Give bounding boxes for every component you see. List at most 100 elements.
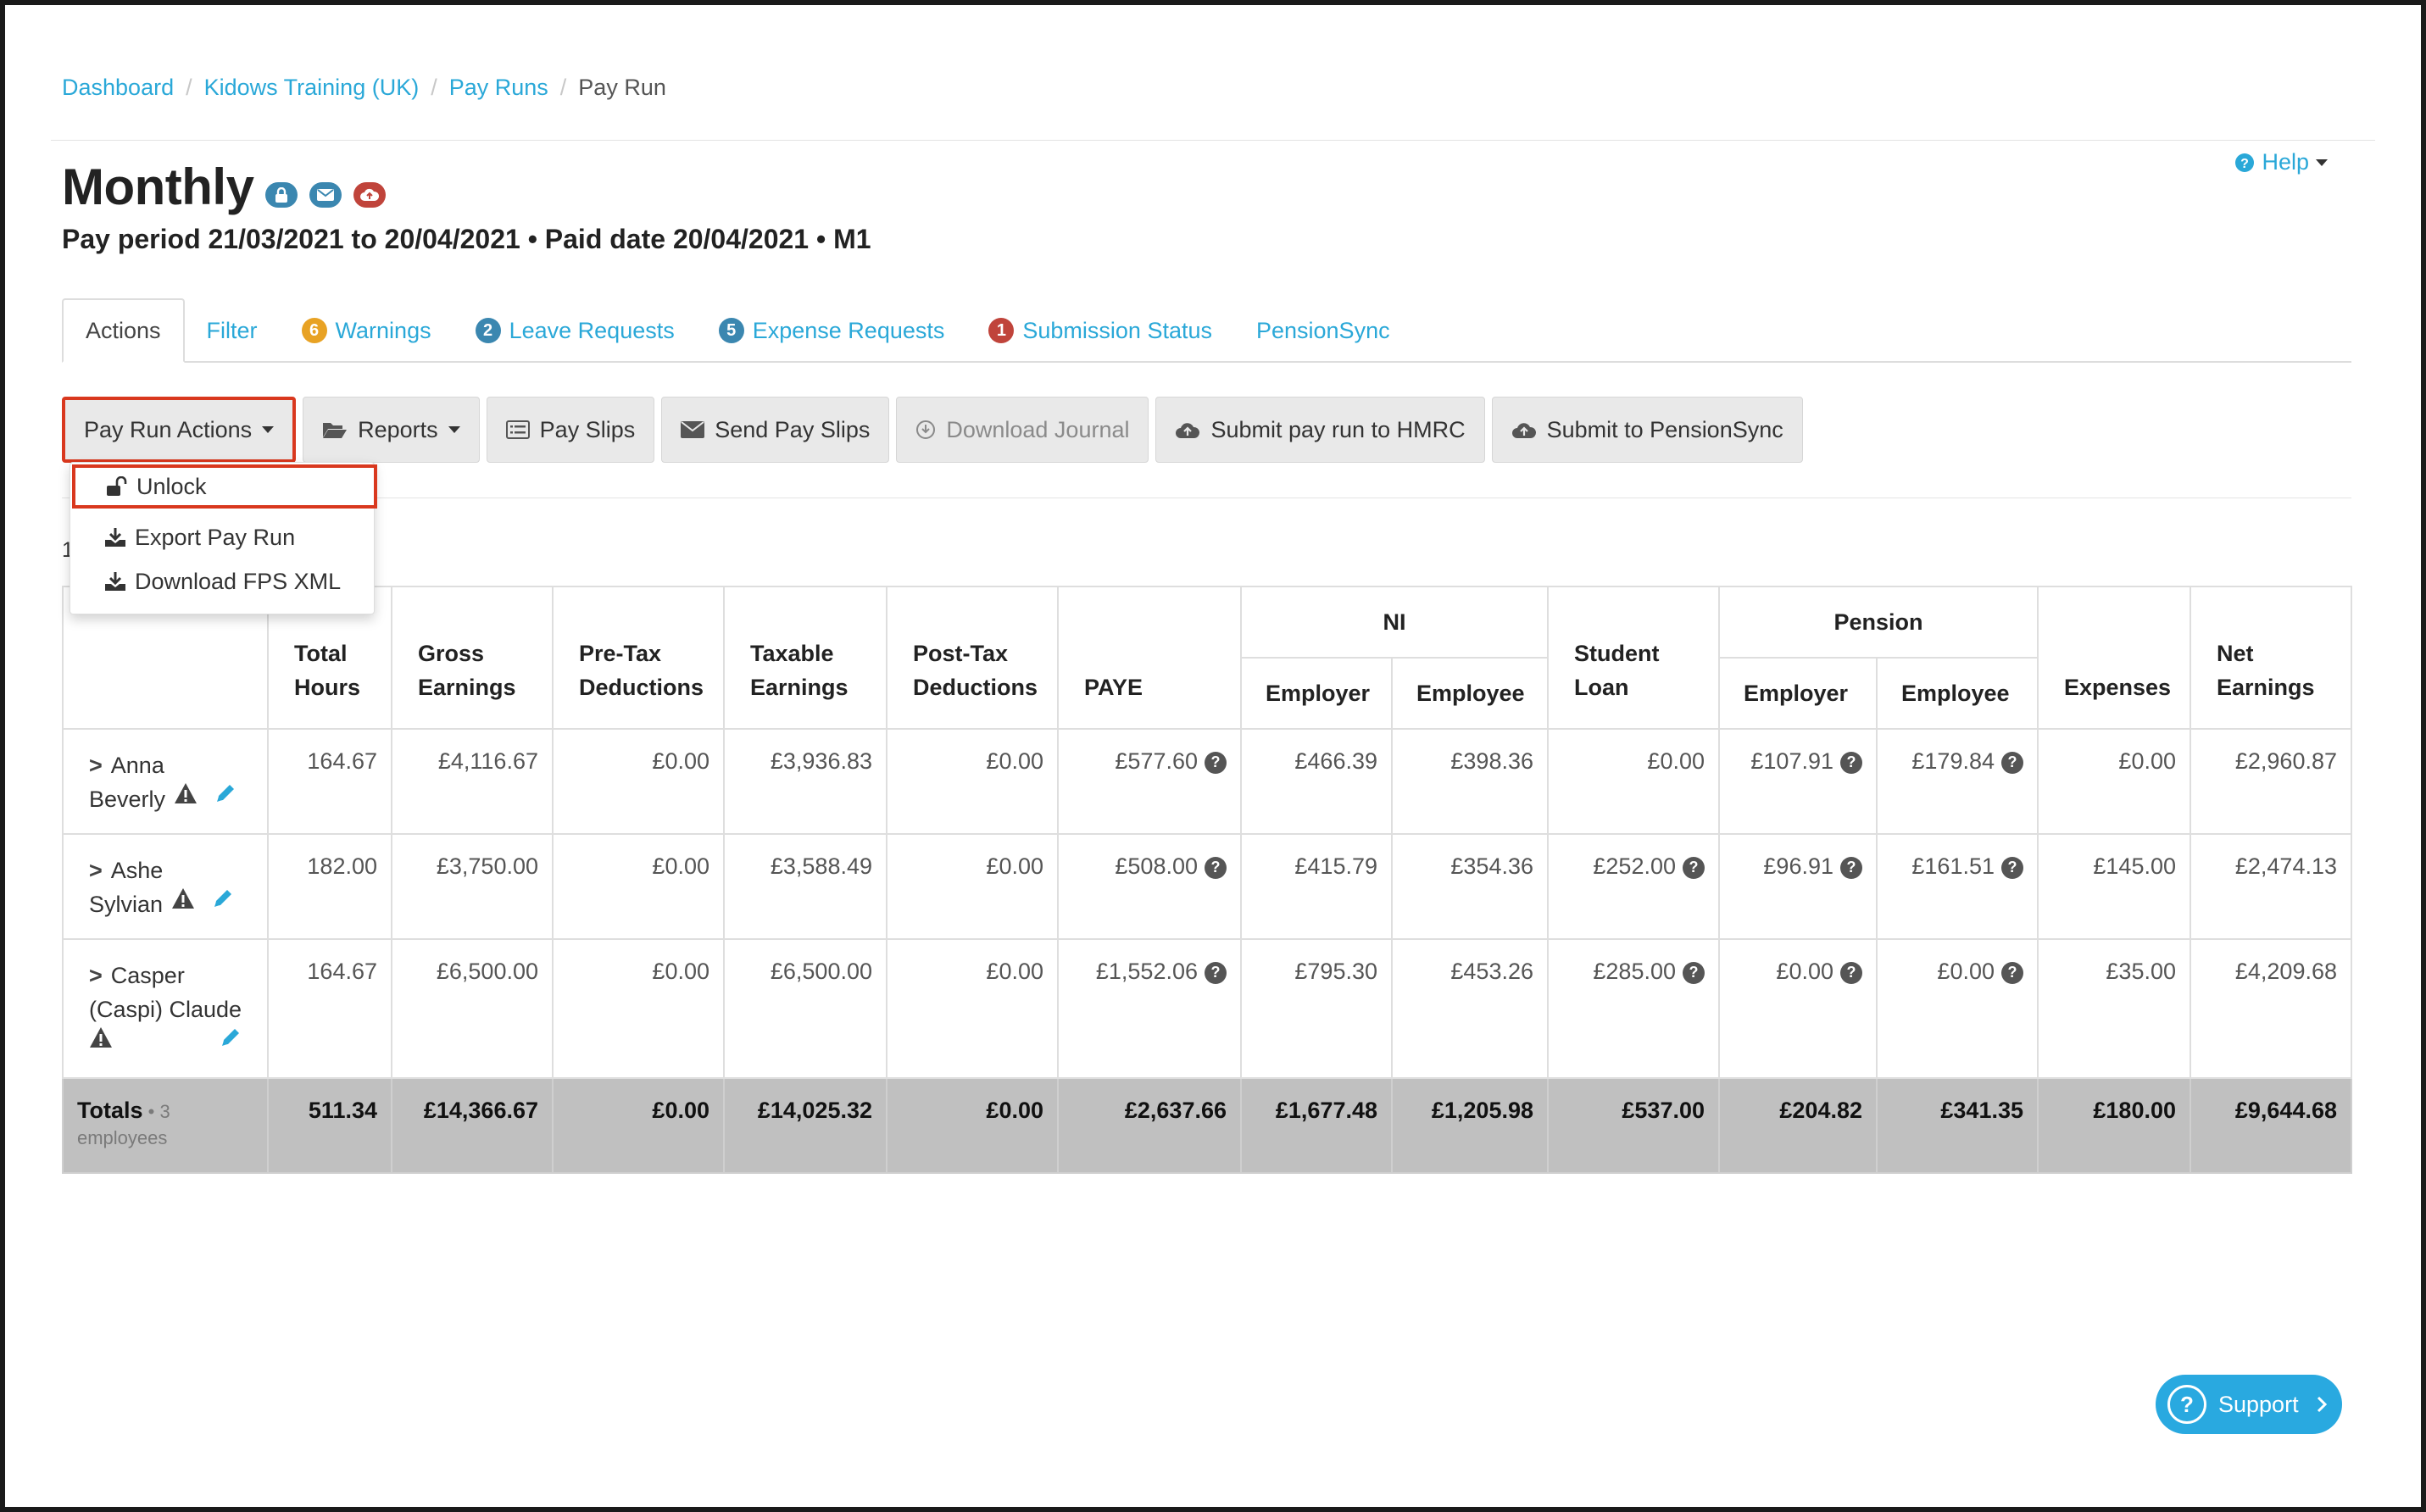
support-button[interactable]: ? Support: [2156, 1375, 2342, 1434]
tab-filter[interactable]: Filter: [185, 300, 280, 361]
employee-name[interactable]: Casper: [110, 963, 185, 988]
question-icon[interactable]: ?: [1683, 856, 1705, 879]
breadcrumb-dashboard[interactable]: Dashboard: [62, 75, 175, 100]
tab-submission-status[interactable]: 1 Submission Status: [966, 300, 1234, 361]
total-taxable: £14,025.32: [723, 1077, 887, 1174]
cell-ni-employer: £795.30: [1240, 938, 1393, 1079]
envelope-icon[interactable]: [309, 181, 342, 208]
pay-run-actions-button[interactable]: Pay Run Actions: [62, 397, 297, 463]
tab-leave-requests[interactable]: 2 Leave Requests: [453, 300, 697, 361]
question-icon[interactable]: ?: [1840, 856, 1862, 879]
help-label: Help: [2262, 149, 2309, 175]
menu-item-download-fps-xml[interactable]: Download FPS XML: [70, 559, 374, 603]
question-icon[interactable]: ?: [1205, 961, 1227, 984]
cloud-upload-icon[interactable]: [353, 181, 387, 208]
chevron-down-icon: [2316, 158, 2328, 166]
pencil-icon[interactable]: [220, 1026, 242, 1048]
menu-item-unlock[interactable]: Unlock: [72, 464, 377, 509]
tab-actions[interactable]: Actions: [62, 298, 185, 363]
warning-icon[interactable]: [89, 1026, 113, 1048]
total-pretax: £0.00: [552, 1077, 725, 1174]
breadcrumb: Dashboard / Kidows Training (UK) / Pay R…: [62, 75, 666, 101]
header-paye: PAYE: [1057, 586, 1242, 730]
header-pension: Pension: [1718, 586, 2039, 659]
total-ni-employee: £1,205.98: [1391, 1077, 1549, 1174]
tab-expense-requests[interactable]: 5 Expense Requests: [697, 300, 967, 361]
employee-name-line2[interactable]: Beverly: [89, 787, 166, 812]
download-circle-icon: [916, 420, 936, 439]
employee-cell: > Casper (Caspi) Claude: [62, 938, 269, 1079]
cloud-upload-icon: [1176, 423, 1200, 438]
cell-pretax: £0.00: [552, 938, 725, 1079]
employee-name[interactable]: Ashe: [110, 858, 164, 883]
question-icon[interactable]: ?: [2001, 856, 2023, 879]
download-journal-button[interactable]: Download Journal: [896, 397, 1149, 463]
header-ni-employee: Employee: [1391, 657, 1549, 730]
cell-paye: £1,552.06?: [1057, 938, 1242, 1079]
header-posttax-deductions: Post-Tax Deductions: [886, 586, 1059, 730]
chevron-right-icon[interactable]: >: [89, 858, 103, 883]
envelope-icon: [681, 421, 705, 438]
question-icon[interactable]: ?: [1840, 751, 1862, 774]
total-pension-employee: £341.35: [1876, 1077, 2039, 1174]
cell-pretax: £0.00: [552, 728, 725, 835]
pay-slips-button[interactable]: Pay Slips: [486, 397, 655, 463]
tab-label: Actions: [86, 317, 161, 343]
question-icon[interactable]: ?: [2001, 751, 2023, 774]
breadcrumb-pay-runs[interactable]: Pay Runs: [448, 75, 548, 100]
count-badge: 2: [475, 318, 501, 343]
question-icon[interactable]: ?: [1683, 961, 1705, 984]
submit-pensionsync-button[interactable]: Submit to PensionSync: [1491, 397, 1803, 463]
question-icon[interactable]: ?: [1840, 961, 1862, 984]
submit-hmrc-button[interactable]: Submit pay run to HMRC: [1155, 397, 1485, 463]
reports-button[interactable]: Reports: [303, 397, 480, 463]
chevron-right-icon[interactable]: >: [89, 753, 103, 778]
breadcrumb-current: Pay Run: [578, 75, 666, 100]
pencil-icon[interactable]: [212, 887, 234, 909]
tab-label: PensionSync: [1255, 317, 1390, 343]
cell-ni-employee: £453.26: [1391, 938, 1549, 1079]
tab-pensionsync[interactable]: PensionSync: [1234, 300, 1412, 361]
tab-label: Leave Requests: [509, 317, 675, 343]
question-icon[interactable]: ?: [1205, 856, 1227, 879]
pay-run-table: Total Hours Gross Earnings Pre-Tax Deductio…: [62, 586, 2352, 1174]
cell-pension-employer: £96.91?: [1718, 833, 1878, 940]
employee-name-line2[interactable]: Sylvian: [89, 892, 164, 917]
cell-ni-employee: £354.36: [1391, 833, 1549, 940]
header-ni-employer: Employer: [1240, 657, 1393, 730]
send-pay-slips-button[interactable]: Send Pay Slips: [661, 397, 890, 463]
warning-icon[interactable]: [171, 887, 195, 909]
tab-bar: Actions Filter 6 Warnings 2 Leave Requests…: [62, 298, 2351, 363]
cell-paye: £508.00?: [1057, 833, 1242, 940]
totals-count: • 3: [142, 1101, 170, 1122]
header-net-earnings: Net Earnings: [2190, 586, 2352, 730]
question-icon[interactable]: ?: [1205, 751, 1227, 774]
chevron-right-icon[interactable]: >: [89, 963, 103, 988]
cell-gross: £3,750.00: [391, 833, 554, 940]
total-expenses: £180.00: [2037, 1077, 2191, 1174]
table-row: > Ashe Sylvian 182.00 £3,750.00 £0.00 £3,…: [62, 833, 2352, 940]
cell-expenses: £145.00: [2037, 833, 2191, 940]
list-alt-icon: [505, 420, 530, 439]
menu-item-export-pay-run[interactable]: Export Pay Run: [70, 515, 374, 559]
employee-name-line2[interactable]: (Caspi) Claude: [89, 997, 242, 1022]
total-posttax: £0.00: [886, 1077, 1059, 1174]
help-dropdown[interactable]: ? Help: [2234, 149, 2328, 175]
totals-label: Totals: [77, 1098, 143, 1123]
cell-pension-employee: £0.00?: [1876, 938, 2039, 1079]
cell-ni-employer: £466.39: [1240, 728, 1393, 835]
total-net: £9,644.68: [2190, 1077, 2352, 1174]
total-hours: 511.34: [267, 1077, 392, 1174]
total-pension-employer: £204.82: [1718, 1077, 1878, 1174]
question-icon[interactable]: ?: [2001, 961, 2023, 984]
breadcrumb-company[interactable]: Kidows Training (UK): [203, 75, 420, 100]
tab-label: Warnings: [335, 317, 431, 343]
pencil-icon[interactable]: [214, 782, 236, 804]
lock-icon[interactable]: [265, 181, 298, 208]
warning-icon[interactable]: [174, 782, 198, 804]
tab-warnings[interactable]: 6 Warnings: [280, 300, 453, 361]
header-pension-employer: Employer: [1718, 657, 1878, 730]
cell-student-loan: £252.00?: [1547, 833, 1720, 940]
table-row: > Casper (Caspi) Claude 164.67 £6,500.00 …: [62, 938, 2352, 1079]
employee-name[interactable]: Anna: [110, 753, 164, 778]
